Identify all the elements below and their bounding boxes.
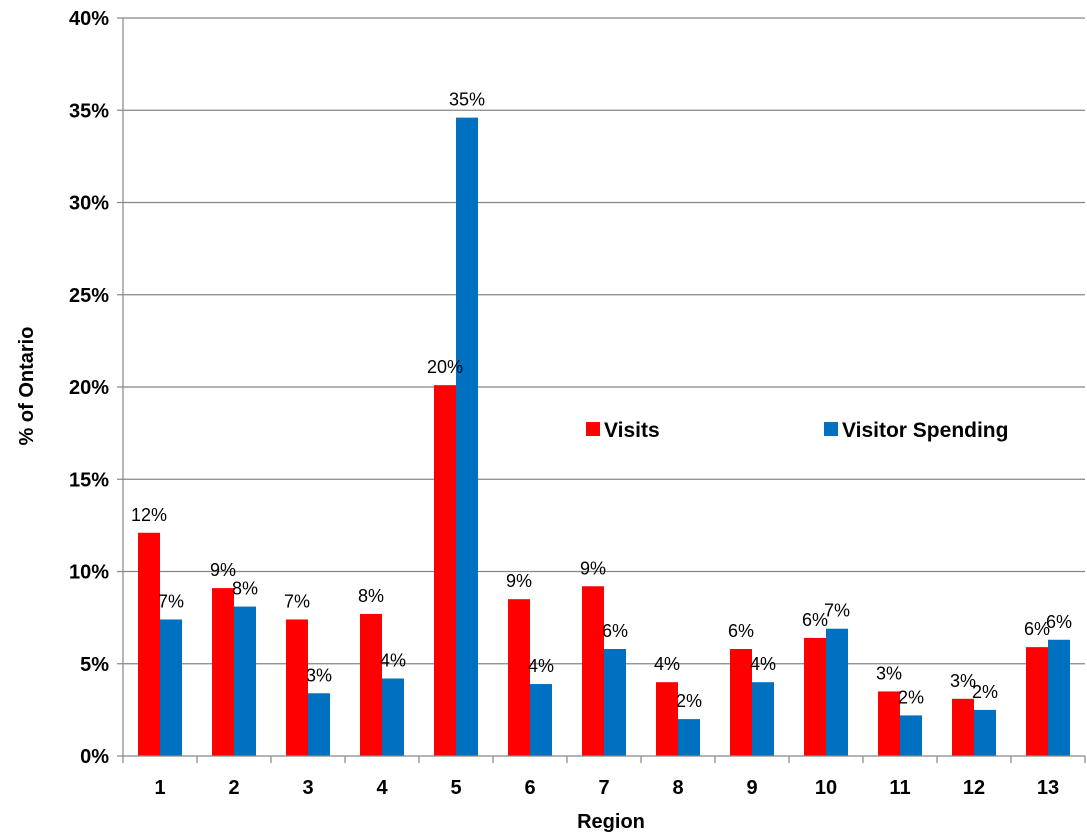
y-tick-label: 25% (69, 285, 109, 307)
x-tick-label: 11 (889, 777, 910, 799)
bar-visits-7 (582, 586, 604, 756)
x-tick-label: 2 (228, 777, 239, 799)
data-label-visitor-spending-2: 8% (232, 579, 258, 599)
x-tick-label: 8 (672, 777, 683, 799)
bar-visits-4 (360, 613, 382, 756)
bar-visits-6 (508, 599, 530, 756)
bar-visitor-spending-13 (1048, 639, 1070, 756)
y-tick-label: 0% (80, 746, 109, 768)
data-label-visitor-spending-9: 4% (750, 654, 776, 674)
y-tick-label: 40% (69, 8, 109, 30)
y-tick-label: 20% (69, 377, 109, 399)
data-label-visits-12: 3% (950, 671, 976, 691)
gridlines (123, 17, 1085, 665)
bar-visitor-spending-12 (974, 709, 996, 756)
y-axis-title: % of Ontario (16, 327, 38, 446)
data-label-visits-9: 6% (728, 621, 754, 641)
data-label-visits-2: 9% (210, 560, 236, 580)
data-label-visits-3: 7% (284, 591, 310, 611)
y-axis-tick-labels: 0% 5% 10% 15% 20% 25% 30% 35% 40% (69, 8, 109, 768)
x-tick-label: 12 (963, 777, 985, 799)
legend-swatch-visits (586, 422, 600, 436)
bar-visitor-spending-2 (234, 606, 256, 756)
data-label-visitor-spending-1: 7% (158, 591, 184, 611)
x-axis-title: Region (577, 811, 645, 833)
bar-visitor-spending-7 (604, 648, 626, 756)
legend-label-visitor-spending: Visitor Spending (842, 419, 1008, 442)
x-axis-tick-labels: 1 2 3 4 5 6 7 8 9 10 11 12 13 (154, 777, 1059, 799)
x-tick-label: 3 (302, 777, 313, 799)
bar-visitor-spending-9 (752, 682, 774, 756)
x-tick-label: 7 (598, 777, 609, 799)
bar-visitor-spending-5 (456, 117, 478, 756)
legend-label-visits: Visits (604, 419, 660, 442)
y-tick-label: 30% (69, 193, 109, 215)
data-label-visitor-spending-13: 6% (1046, 612, 1072, 632)
data-label-visitor-spending-7: 6% (602, 621, 628, 641)
legend-swatch-visitor-spending (824, 422, 838, 436)
y-tick-label: 35% (69, 100, 109, 122)
bar-visits-11 (878, 691, 900, 756)
bar-visits-3 (286, 619, 308, 756)
bar-visitor-spending-6 (530, 684, 552, 756)
x-tick-label: 6 (524, 777, 535, 799)
data-label-visitor-spending-4: 4% (380, 651, 406, 671)
bar-visitor-spending-8 (678, 719, 700, 756)
data-label-visitor-spending-10: 7% (824, 601, 850, 621)
bar-visits-8 (656, 682, 678, 756)
y-tick-label: 15% (69, 469, 109, 491)
data-label-visitor-spending-6: 4% (528, 656, 554, 676)
x-tick-label: 10 (815, 777, 837, 799)
data-label-visits-11: 3% (876, 663, 902, 683)
data-label-visits-4: 8% (358, 586, 384, 606)
data-labels: 12%7%9%8%7%3%8%4%20%35%9%4%9%6%4%2%6%4%6… (131, 90, 1072, 711)
bar-visitor-spending-4 (382, 678, 404, 756)
x-tick-label: 13 (1037, 777, 1059, 799)
legend: Visits Visitor Spending (586, 419, 1008, 442)
data-label-visitor-spending-8: 2% (676, 691, 702, 711)
data-label-visits-10: 6% (802, 610, 828, 630)
y-tick-label: 5% (80, 654, 109, 676)
bar-visits-2 (212, 588, 234, 756)
bar-visits-5 (434, 385, 456, 756)
bar-visitor-spending-3 (308, 693, 330, 756)
data-label-visits-13: 6% (1024, 619, 1050, 639)
bar-visits-10 (804, 637, 826, 756)
data-label-visits-8: 4% (654, 654, 680, 674)
bar-visitor-spending-11 (900, 715, 922, 756)
data-label-visits-1: 12% (131, 505, 167, 525)
bars (138, 117, 1070, 756)
data-label-visits-5: 20% (427, 357, 463, 377)
data-label-visitor-spending-3: 3% (306, 665, 332, 685)
x-tick-label: 1 (154, 777, 165, 799)
bar-visitor-spending-1 (160, 619, 182, 756)
data-label-visits-7: 9% (580, 558, 606, 578)
bar-visits-13 (1026, 647, 1048, 756)
data-label-visitor-spending-12: 2% (972, 682, 998, 702)
bar-visits-9 (730, 648, 752, 756)
x-tick-label: 5 (450, 777, 461, 799)
data-label-visitor-spending-5: 35% (449, 90, 485, 110)
bar-visits-1 (138, 532, 160, 756)
y-tick-label: 10% (69, 562, 109, 584)
x-tick-label: 9 (746, 777, 757, 799)
bar-visits-12 (952, 698, 974, 756)
data-label-visitor-spending-11: 2% (898, 687, 924, 707)
axes (117, 17, 1086, 763)
x-tick-label: 4 (376, 777, 388, 799)
data-label-visits-6: 9% (506, 571, 532, 591)
bar-visitor-spending-10 (826, 628, 848, 756)
